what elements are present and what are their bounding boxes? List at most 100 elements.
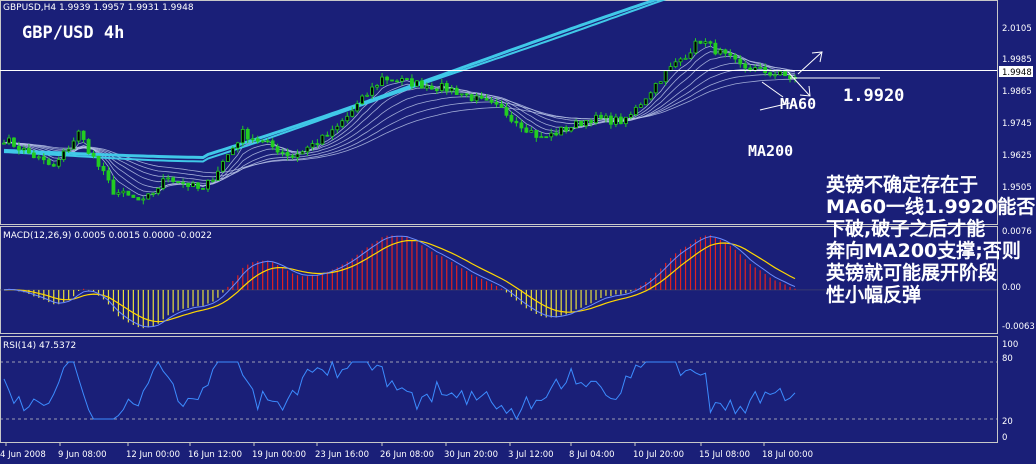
note-line: 下破,破子之后才能	[826, 217, 985, 240]
macd-signal-line	[3, 239, 796, 323]
candle-body	[678, 58, 683, 63]
candle-body	[459, 93, 464, 96]
candle-body	[688, 52, 693, 59]
candle-body	[66, 148, 71, 152]
candle-body	[71, 140, 76, 150]
candle-body	[494, 101, 499, 105]
candle-body	[584, 120, 588, 127]
candle-body	[2, 142, 6, 145]
candle-body	[171, 177, 176, 182]
candle-body	[469, 94, 474, 102]
candle-body	[763, 66, 768, 74]
candle-body	[235, 142, 240, 149]
candle-body	[46, 159, 51, 165]
candle-body	[410, 78, 414, 87]
candle-body	[91, 153, 96, 157]
note-line: 性小幅反弹	[826, 283, 921, 306]
candle-body	[116, 192, 121, 195]
candle-body	[718, 49, 723, 55]
ma-fan-line	[3, 74, 796, 178]
candle-body	[136, 197, 141, 201]
candle-body	[544, 136, 549, 139]
candle-body	[76, 130, 81, 142]
candle-body	[569, 127, 574, 132]
candle-body	[574, 120, 579, 129]
time-tick-label: 8 Jul 04:00	[569, 450, 615, 460]
candle-body	[405, 78, 409, 80]
candle-body	[614, 116, 618, 125]
candle-body	[260, 140, 265, 143]
candle-body	[415, 80, 419, 87]
candle-body	[305, 146, 310, 153]
candle-body	[186, 182, 190, 187]
candle-body	[285, 151, 290, 157]
arrow-down	[787, 71, 811, 97]
candle-body	[564, 126, 569, 132]
ma60-pointer	[761, 81, 784, 98]
candle-body	[733, 55, 738, 60]
candle-body	[519, 122, 524, 129]
candle-body	[429, 85, 434, 90]
price-tick-label: 2.0105	[1002, 24, 1032, 34]
candle-body	[86, 139, 91, 154]
candle-body	[723, 49, 728, 54]
analysis-note: 英镑不确定存在于 MA60一线1.9920能否 下破,破子之后才能 奔向MA20…	[825, 173, 1035, 306]
candle-body	[504, 107, 509, 116]
candle-body	[773, 74, 778, 77]
candle-body	[444, 83, 449, 92]
candle-body	[350, 110, 355, 117]
rsi-tick-label: 20	[1002, 417, 1013, 427]
candle-body	[599, 114, 603, 119]
price-tag-label: 1.9948	[1002, 68, 1032, 78]
price-header: GBPUSD,H4 1.9939 1.9957 1.9931 1.9948	[3, 3, 194, 13]
price-axis: 2.0105 1.9985 1.9865 1.9745 1.9625 1.950…	[1002, 24, 1032, 193]
ma200-pointer	[759, 102, 791, 111]
candle-body	[290, 155, 295, 158]
candle-body	[419, 80, 424, 89]
candle-body	[390, 79, 394, 82]
rsi-tick-label: 80	[1002, 354, 1013, 364]
candle-body	[559, 126, 564, 136]
candle-body	[708, 41, 713, 44]
time-tick-label: 18 Jul 00:00	[762, 450, 813, 460]
candle-body	[698, 40, 703, 44]
candle-body	[424, 85, 429, 89]
candle-body	[21, 147, 26, 151]
ma-slow-line	[3, 0, 667, 163]
macd-panel	[0, 226, 998, 334]
candle-body	[151, 192, 156, 195]
candle-body	[464, 93, 469, 96]
ma-fan-line	[3, 68, 796, 181]
time-tick-label: 3 Jul 12:00	[508, 450, 554, 460]
time-tick-label: 4 Jun 2008	[0, 450, 46, 460]
arrow-up-head	[811, 51, 823, 63]
ma200-label: MA200	[748, 142, 793, 160]
candle-body	[489, 99, 494, 103]
candle-body	[454, 87, 459, 95]
candle-body	[211, 179, 215, 182]
candle-body	[96, 155, 101, 167]
time-tick-label: 23 Jun 16:00	[315, 450, 369, 460]
candle-body	[623, 116, 628, 125]
candle-body	[240, 128, 245, 144]
candle-body	[604, 115, 608, 119]
macd-header: MACD(12,26,9) 0.0005 0.0015 0.0000 -0.00…	[3, 231, 212, 241]
candle-body	[61, 150, 66, 161]
ma-fan-line	[3, 51, 796, 193]
candle-body	[196, 182, 200, 189]
ma-fan-line	[3, 45, 796, 197]
candle-body	[633, 106, 638, 115]
candle-body	[365, 94, 370, 97]
candle-body	[594, 114, 598, 124]
candle-body	[673, 61, 678, 68]
candle-body	[395, 80, 399, 83]
candle-body	[295, 153, 300, 158]
candle-body	[345, 115, 350, 122]
candle-body	[51, 164, 56, 167]
candle-body	[12, 137, 16, 147]
candle-body	[300, 151, 305, 155]
candle-body	[484, 97, 489, 101]
candle-body	[315, 143, 320, 145]
candle-body	[499, 103, 504, 108]
price-tick-label: 1.9985	[1002, 55, 1032, 65]
